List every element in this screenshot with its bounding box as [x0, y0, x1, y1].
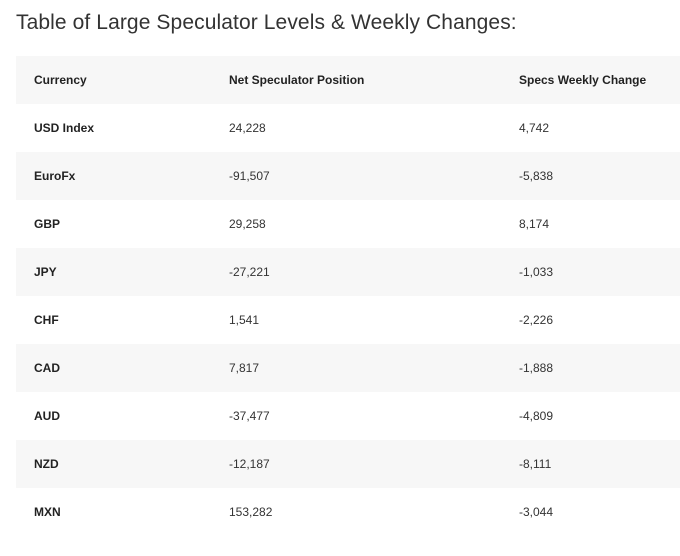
net-position-cell: 1,541 [229, 313, 260, 327]
table-row: GBP 29,258 8,174 [16, 200, 680, 248]
table-row: MXN 153,282 -3,044 [16, 488, 680, 536]
weekly-change-cell: -2,226 [519, 313, 554, 327]
weekly-change-cell: -1,033 [519, 265, 554, 279]
table-row: USD Index 24,228 4,742 [16, 104, 680, 152]
currency-cell: JPY [34, 265, 57, 279]
table-header-row: Currency Net Speculator Position Specs W… [16, 56, 680, 104]
currency-cell: CHF [34, 313, 59, 327]
table-row: CHF 1,541 -2,226 [16, 296, 680, 344]
net-position-cell: 7,817 [229, 361, 260, 375]
column-header-currency: Currency [34, 73, 87, 87]
column-header-specs-weekly-change: Specs Weekly Change [519, 73, 647, 87]
speculator-table: Currency Net Speculator Position Specs W… [16, 56, 680, 536]
currency-cell: EuroFx [34, 169, 76, 183]
currency-cell: GBP [34, 217, 61, 231]
net-position-cell: 153,282 [229, 505, 273, 519]
table-row: AUD -37,477 -4,809 [16, 392, 680, 440]
weekly-change-cell: -8,111 [519, 457, 552, 471]
table-row: EuroFx -91,507 -5,838 [16, 152, 680, 200]
weekly-change-cell: -5,838 [519, 169, 554, 183]
currency-cell: USD Index [34, 121, 95, 135]
currency-cell: NZD [34, 457, 59, 471]
table-row: CAD 7,817 -1,888 [16, 344, 680, 392]
column-header-net-speculator-position: Net Speculator Position [229, 73, 365, 87]
table-row: NZD -12,187 -8,111 [16, 440, 680, 488]
weekly-change-cell: -4,809 [519, 409, 554, 423]
net-position-cell: -91,507 [229, 169, 270, 183]
net-position-cell: -12,187 [229, 457, 270, 471]
weekly-change-cell: -1,888 [519, 361, 554, 375]
currency-cell: MXN [34, 505, 61, 519]
weekly-change-cell: 4,742 [519, 121, 550, 135]
page-title: Table of Large Speculator Levels & Weekl… [16, 11, 517, 34]
net-position-cell: 29,258 [229, 217, 266, 231]
net-position-cell: -27,221 [229, 265, 270, 279]
currency-cell: AUD [34, 409, 60, 423]
weekly-change-cell: -3,044 [519, 505, 554, 519]
weekly-change-cell: 8,174 [519, 217, 550, 231]
net-position-cell: 24,228 [229, 121, 266, 135]
table-row: JPY -27,221 -1,033 [16, 248, 680, 296]
currency-cell: CAD [34, 361, 60, 375]
net-position-cell: -37,477 [229, 409, 270, 423]
